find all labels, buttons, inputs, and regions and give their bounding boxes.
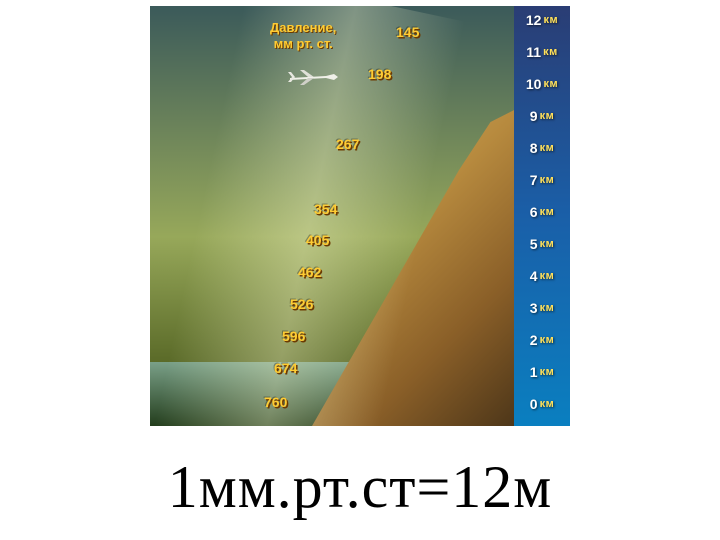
altitude-value: 9 xyxy=(530,108,538,124)
altitude-level: 7км xyxy=(514,172,570,188)
header-line1: Давление, xyxy=(270,20,336,36)
altitude-level: 9км xyxy=(514,108,570,124)
pressure-value: 462 xyxy=(298,264,321,280)
pressure-header: Давление, мм рт. ст. xyxy=(270,20,336,51)
header-line2: мм рт. ст. xyxy=(270,36,336,52)
altitude-level: 0км xyxy=(514,396,570,412)
altitude-scale: 12км11км10км9км8км7км6км5км4км3км2км1км0… xyxy=(514,6,570,426)
altitude-unit: км xyxy=(540,174,555,186)
altitude-value: 3 xyxy=(530,300,538,316)
pressure-value: 354 xyxy=(314,201,337,217)
altitude-value: 12 xyxy=(526,12,542,28)
altitude-level: 2км xyxy=(514,332,570,348)
altitude-unit: км xyxy=(540,366,555,378)
altitude-level: 4км xyxy=(514,268,570,284)
altitude-value: 6 xyxy=(530,204,538,220)
altitude-unit: км xyxy=(543,78,558,90)
altitude-level: 10км xyxy=(514,76,570,92)
pressure-value: 405 xyxy=(306,232,329,248)
altitude-level: 6км xyxy=(514,204,570,220)
altitude-unit: км xyxy=(543,46,558,58)
altitude-unit: км xyxy=(540,334,555,346)
altitude-level: 5км xyxy=(514,236,570,252)
altitude-level: 11км xyxy=(514,44,570,60)
altitude-value: 7 xyxy=(530,172,538,188)
altitude-value: 1 xyxy=(530,364,538,380)
pressure-value: 526 xyxy=(290,296,313,312)
altitude-level: 12км xyxy=(514,12,570,28)
pressure-value: 198 xyxy=(368,66,391,82)
pressure-value: 760 xyxy=(264,394,287,410)
pressure-altitude-diagram: Давление, мм рт. ст. 12км11км10км9км8км7… xyxy=(150,6,570,426)
altitude-value: 0 xyxy=(530,396,538,412)
altitude-value: 11 xyxy=(526,44,541,60)
altitude-value: 4 xyxy=(530,268,538,284)
altitude-value: 10 xyxy=(526,76,542,92)
altitude-value: 5 xyxy=(530,236,538,252)
equation-text: 1мм.рт.ст=12м xyxy=(0,453,720,522)
page: Давление, мм рт. ст. 12км11км10км9км8км7… xyxy=(0,0,720,540)
altitude-unit: км xyxy=(540,398,555,410)
altitude-unit: км xyxy=(540,238,555,250)
pressure-value: 596 xyxy=(282,328,305,344)
altitude-value: 2 xyxy=(530,332,538,348)
altitude-unit: км xyxy=(540,142,555,154)
altitude-unit: км xyxy=(540,302,555,314)
pressure-value: 267 xyxy=(336,136,359,152)
altitude-value: 8 xyxy=(530,140,538,156)
altitude-level: 1км xyxy=(514,364,570,380)
altitude-unit: км xyxy=(540,206,555,218)
pressure-value: 145 xyxy=(396,24,419,40)
altitude-unit: км xyxy=(540,270,555,282)
altitude-unit: км xyxy=(540,110,555,122)
altitude-level: 8км xyxy=(514,140,570,156)
altitude-unit: км xyxy=(543,14,558,26)
altitude-level: 3км xyxy=(514,300,570,316)
pressure-value: 674 xyxy=(274,360,297,376)
